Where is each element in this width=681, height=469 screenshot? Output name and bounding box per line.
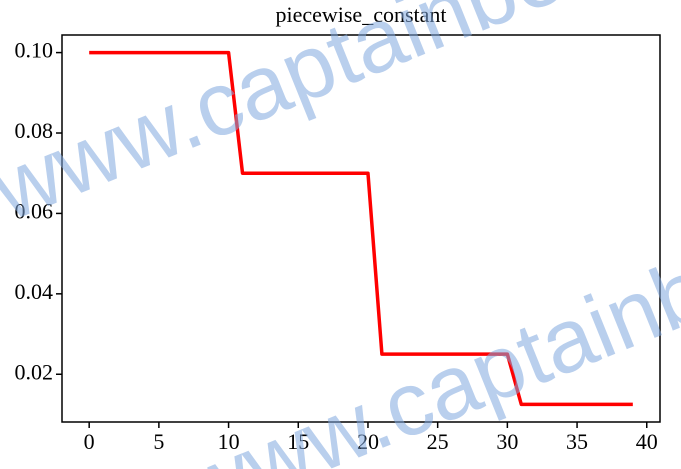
x-tick-label: 40 bbox=[636, 429, 658, 454]
line bbox=[89, 50, 633, 407]
x-tick-label: 5 bbox=[153, 429, 164, 454]
plot-frame bbox=[61, 34, 661, 423]
x-tick-label: 35 bbox=[566, 429, 588, 454]
x-tick-label: 0 bbox=[84, 429, 95, 454]
watermark: www.captainbed.net bbox=[168, 146, 681, 469]
chart-title: piecewise_constant bbox=[275, 2, 446, 27]
x-tick-label: 20 bbox=[357, 429, 379, 454]
y-tick-label: 0.04 bbox=[15, 279, 54, 304]
x-tick-label: 10 bbox=[218, 429, 240, 454]
y-tick-label: 0.10 bbox=[15, 38, 54, 63]
y-tick-label: 0.08 bbox=[15, 118, 54, 143]
x-tick-label: 15 bbox=[287, 429, 309, 454]
x-tick-label: 25 bbox=[427, 429, 449, 454]
y-tick-label: 0.02 bbox=[15, 359, 54, 384]
watermark: www.captainbed.net bbox=[0, 0, 681, 241]
x-tick-label: 30 bbox=[496, 429, 518, 454]
y-tick-label: 0.06 bbox=[15, 198, 54, 223]
